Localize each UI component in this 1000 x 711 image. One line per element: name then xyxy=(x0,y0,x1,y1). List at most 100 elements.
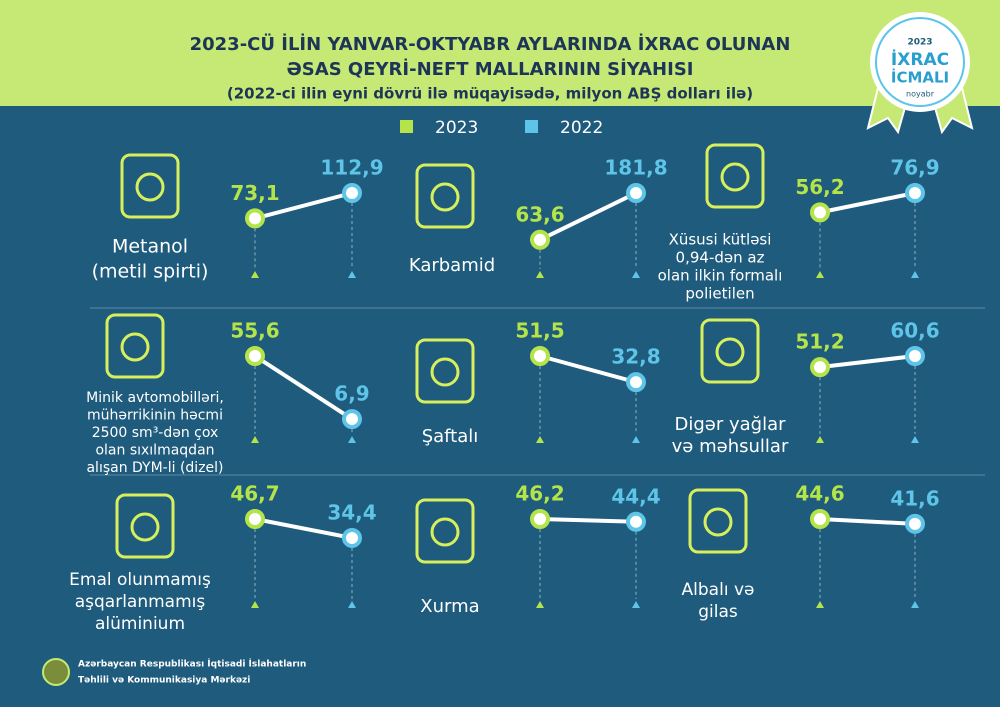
item-label: Şaftalı xyxy=(422,426,479,447)
icon xyxy=(703,507,733,537)
base-marker xyxy=(816,436,824,443)
base-marker xyxy=(536,271,544,278)
footer-text: Təhlili və Kommunikasiya Mərkəzi xyxy=(78,676,250,686)
slope-line xyxy=(819,354,916,370)
value-dot xyxy=(342,409,362,430)
badge: 2023 İXRAC İCMALI noyabr xyxy=(866,12,974,135)
item-label: alışan DYM-li (dizel) xyxy=(86,460,223,476)
value-label: 34,4 xyxy=(327,500,376,524)
slope-line xyxy=(254,517,353,540)
badge-year: 2023 xyxy=(907,38,932,48)
value-dot xyxy=(810,202,830,223)
icon xyxy=(700,318,760,384)
item-label: Karbamid xyxy=(409,255,495,276)
legend-swatch xyxy=(400,120,413,133)
value-label: 60,6 xyxy=(890,319,939,343)
slope-line xyxy=(819,517,916,526)
slope-line xyxy=(539,354,637,385)
base-marker xyxy=(816,601,824,608)
legend-label: 2022 xyxy=(560,118,603,138)
value-label: 41,6 xyxy=(890,486,939,510)
value-label: 112,9 xyxy=(320,156,383,180)
subtitle: (2022-ci ilin eyni dövrü ilə müqayisədə,… xyxy=(227,85,753,103)
base-marker xyxy=(911,601,919,608)
icon xyxy=(688,488,748,554)
icon xyxy=(415,498,475,564)
item-label: Xurma xyxy=(420,596,479,617)
value-dot xyxy=(245,208,265,229)
icon xyxy=(430,517,460,547)
icon xyxy=(415,163,475,229)
value-dot xyxy=(905,346,925,366)
item-label: Albalı və xyxy=(682,580,755,600)
value-label: 73,1 xyxy=(230,181,279,205)
icon xyxy=(415,338,475,404)
value-label: 46,7 xyxy=(230,482,279,506)
badge-month: noyabr xyxy=(906,90,935,99)
item-label: Xüsusi kütləsi xyxy=(669,231,772,249)
icon xyxy=(115,493,175,559)
badge-circle xyxy=(870,12,970,112)
value-dot xyxy=(530,346,550,366)
slope-line xyxy=(819,191,916,215)
icon xyxy=(105,313,165,379)
value-dot xyxy=(245,509,265,529)
base-marker xyxy=(911,271,919,278)
base-marker xyxy=(632,436,640,443)
base-marker xyxy=(536,436,544,443)
value-label: 44,4 xyxy=(611,484,660,508)
item-label: 0,94-dən az xyxy=(676,249,765,267)
item-label: olan sıxılmaqdan xyxy=(95,443,214,459)
slope-line xyxy=(539,191,637,242)
value-dot xyxy=(626,183,646,203)
base-marker xyxy=(251,601,259,608)
icon xyxy=(120,153,180,219)
item-label: Metanol xyxy=(112,236,188,258)
base-marker xyxy=(251,436,259,443)
value-dot xyxy=(530,509,550,529)
badge-text: İXRAC xyxy=(891,48,949,70)
emblem xyxy=(42,658,70,686)
footer: Azərbaycan Respublikası İqtisadi İslahat… xyxy=(42,658,306,686)
title: 2023-CÜ İLİN YANVAR-OKTYABR AYLARINDA İX… xyxy=(190,33,791,55)
icon xyxy=(120,332,150,362)
value-label: 51,2 xyxy=(795,330,844,354)
base-marker xyxy=(816,271,824,278)
value-label: 76,9 xyxy=(890,156,939,180)
icon xyxy=(715,337,745,367)
value-label: 51,5 xyxy=(515,319,564,343)
item-label: 2500 sm³-dən çox xyxy=(92,425,219,441)
value-dot xyxy=(245,346,265,366)
icon xyxy=(720,162,750,192)
base-marker xyxy=(632,271,640,278)
value-dot xyxy=(626,372,646,393)
value-label: 6,9 xyxy=(334,382,369,406)
title: ƏSAS QEYRİ-NEFT MALLARININ SİYAHISI xyxy=(287,58,694,80)
slope-line xyxy=(539,517,637,524)
value-label: 55,6 xyxy=(230,319,279,343)
icon xyxy=(130,512,160,542)
base-marker xyxy=(348,436,356,443)
header-band xyxy=(0,0,1000,106)
value-label: 181,8 xyxy=(604,156,667,180)
item-label: (metil spirti) xyxy=(92,261,209,283)
value-dot xyxy=(905,183,925,203)
value-dot xyxy=(905,513,925,534)
icon xyxy=(430,357,460,387)
footer-text: Azərbaycan Respublikası İqtisadi İslahat… xyxy=(78,659,306,670)
value-dot xyxy=(530,229,550,250)
icon xyxy=(135,172,165,202)
item-label: alüminium xyxy=(95,614,185,634)
value-label: 56,2 xyxy=(795,175,844,199)
legend-label: 2023 xyxy=(435,118,478,138)
item-label: gilas xyxy=(698,602,738,622)
base-marker xyxy=(251,271,259,278)
item-label: Minik avtomobilləri, xyxy=(86,390,224,406)
icon xyxy=(430,182,460,212)
item-label: mühərrikinin həcmi xyxy=(87,408,223,424)
value-dot xyxy=(342,527,362,548)
value-dot xyxy=(342,183,362,203)
badge-text: İCMALI xyxy=(891,68,949,87)
